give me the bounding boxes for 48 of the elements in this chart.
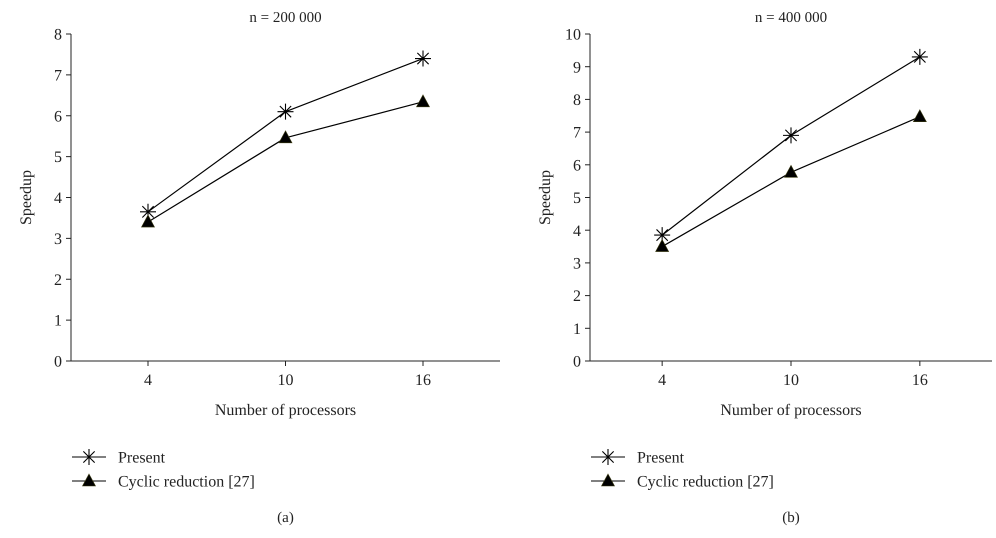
y-tick-label: 3 xyxy=(54,230,62,248)
point xyxy=(655,239,669,252)
legend-label: Cyclic reduction [27] xyxy=(118,474,255,491)
legend-label: Cyclic reduction [27] xyxy=(637,474,774,491)
y-tick-label: 2 xyxy=(54,272,62,289)
y-tick-label: 0 xyxy=(573,354,581,371)
y-tick-label: 4 xyxy=(573,222,581,240)
y-tick-label: 7 xyxy=(573,124,581,142)
y-tick-label: 8 xyxy=(54,26,62,44)
y-tick-label: 3 xyxy=(573,256,581,272)
y-tick-label: 0 xyxy=(54,354,62,371)
point xyxy=(911,48,928,66)
legend-label: Present xyxy=(118,450,166,467)
text: (a) xyxy=(277,510,294,526)
point xyxy=(782,126,800,144)
y-tick-label: 1 xyxy=(573,320,581,338)
y-tick-label: 5 xyxy=(54,149,62,166)
point xyxy=(414,50,432,68)
y-tick-label: 8 xyxy=(573,92,581,109)
y-tick-label: 10 xyxy=(565,26,581,44)
y-tick-label: 1 xyxy=(54,312,62,330)
x-tick-label: 16 xyxy=(415,372,431,389)
y-tick-label: 4 xyxy=(54,190,62,208)
x-tick-label: 4 xyxy=(144,372,152,389)
point xyxy=(141,214,155,228)
point xyxy=(913,109,927,122)
y-tick-label: 7 xyxy=(54,67,62,84)
y-tick-label: 6 xyxy=(54,108,62,126)
y-axis-title: Speedup xyxy=(537,170,554,226)
x-axis-title: Number of processors xyxy=(720,402,862,419)
x-tick-label: 10 xyxy=(783,372,799,389)
point xyxy=(278,130,292,144)
text: (b) xyxy=(782,510,800,526)
x-tick-label: 10 xyxy=(278,372,294,389)
x-tick-label: 16 xyxy=(912,372,928,389)
y-tick-label: 5 xyxy=(573,190,581,208)
x-axis-title: Number of processors xyxy=(214,402,356,419)
chart-title: n = 400 000 xyxy=(754,10,828,26)
point xyxy=(416,94,430,108)
y-tick-label: 2 xyxy=(573,288,581,306)
legend-label: Present xyxy=(637,450,685,467)
chart-title: n = 200 000 xyxy=(249,10,322,26)
y-tick-label: 6 xyxy=(573,157,581,174)
point xyxy=(784,165,798,178)
y-axis-title: Speedup xyxy=(18,170,35,226)
x-tick-label: 4 xyxy=(658,372,666,389)
point xyxy=(276,103,294,120)
y-tick-label: 9 xyxy=(573,59,581,76)
